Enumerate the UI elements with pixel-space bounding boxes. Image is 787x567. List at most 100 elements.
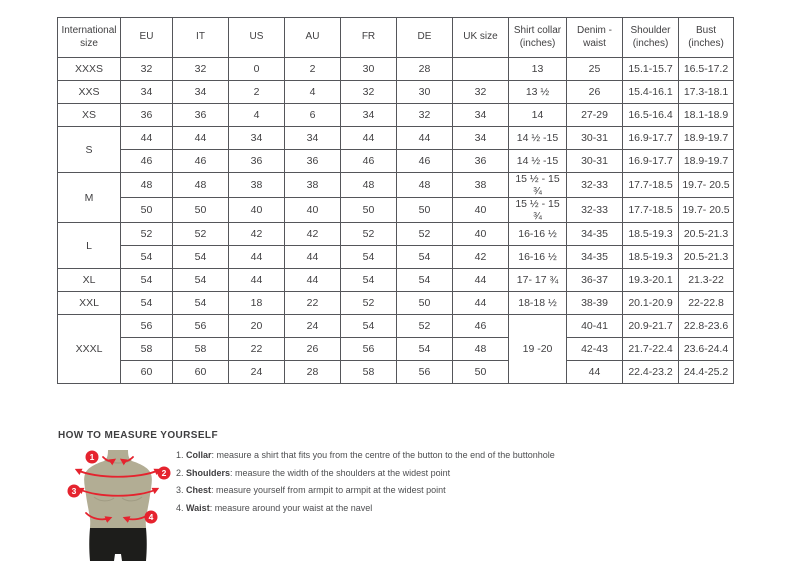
column-header: Shirt collar (inches) bbox=[508, 17, 567, 58]
table-cell: 16.9-17.7 bbox=[622, 126, 679, 150]
table-cell: 32-33 bbox=[566, 197, 623, 223]
table-cell: 36 bbox=[228, 149, 285, 173]
table-row: XXXL 56 56 20 24 54 52 46 19 -20 40-41 20.9-21.7 22… bbox=[57, 314, 734, 384]
table-cell: 40 bbox=[284, 197, 341, 223]
shoulder-arrow bbox=[74, 468, 162, 478]
table-cell: 34 bbox=[340, 103, 397, 127]
step-number: 3. bbox=[176, 485, 187, 495]
table-cell: 20.1-20.9 bbox=[622, 291, 679, 315]
table-cell: 60 bbox=[172, 360, 229, 384]
table-cell: 32 bbox=[172, 57, 229, 81]
table-row: XXXS 32 32 0 2 30 28 13 25 15.1-15.7 16.5-17.2 bbox=[57, 57, 734, 81]
table-cell: 2 bbox=[284, 57, 341, 81]
table-cell: 2 bbox=[228, 80, 285, 104]
table-cell: 34 bbox=[172, 80, 229, 104]
table-cell: 34-35 bbox=[566, 245, 623, 269]
table-cell: 44 bbox=[172, 126, 229, 150]
table-cell: 40 bbox=[452, 197, 509, 223]
svg-text:4: 4 bbox=[149, 512, 154, 522]
column-header: Denim - waist bbox=[566, 17, 623, 58]
table-cell: 44 bbox=[396, 126, 453, 150]
table-cell: 34 bbox=[452, 126, 509, 150]
table-cell: 36 bbox=[120, 103, 173, 127]
table-cell: XXXL bbox=[57, 314, 121, 384]
table-cell: 32 bbox=[396, 103, 453, 127]
table-cell: 38 bbox=[284, 172, 341, 198]
table-cell: 26 bbox=[284, 337, 341, 361]
table-cell: 48 bbox=[396, 172, 453, 198]
table-cell: 56 bbox=[120, 314, 173, 338]
table-cell: 44 bbox=[284, 268, 341, 292]
table-cell: 24 bbox=[284, 314, 341, 338]
table-cell: 36 bbox=[172, 103, 229, 127]
table-cell: 19.3-20.1 bbox=[622, 268, 679, 292]
table-cell: 54 bbox=[340, 245, 397, 269]
table-cell: 54 bbox=[120, 268, 173, 292]
table-cell: 54 bbox=[340, 314, 397, 338]
table-cell: 44 bbox=[284, 245, 341, 269]
chest-arrow bbox=[76, 487, 160, 497]
table-cell: 22.8-23.6 bbox=[678, 314, 734, 338]
table-row: XXL 54 54 18 22 52 50 44 18-18 ½ 38-39 20.1-20.9 22… bbox=[57, 291, 734, 315]
table-cell: 30-31 bbox=[566, 126, 623, 150]
table-cell bbox=[452, 57, 509, 81]
table-cell: 15.4-16.1 bbox=[622, 80, 679, 104]
step-number: 4. bbox=[176, 502, 187, 513]
table-cell: 15.1-15.7 bbox=[622, 57, 679, 81]
table-cell: 52 bbox=[120, 222, 173, 246]
table-cell: 56 bbox=[172, 314, 229, 338]
table-cell: 54 bbox=[172, 245, 229, 269]
measure-step: 4. Waist: measure around your waist at t… bbox=[176, 503, 555, 513]
table-row: 60 60 24 28 58 56 50 44 22.4-23.2 24.4-25.2 bbox=[58, 360, 734, 384]
column-header: UK size bbox=[452, 17, 509, 58]
table-cell: S bbox=[57, 126, 121, 173]
table-cell: 52 bbox=[172, 222, 229, 246]
table-cell: 54 bbox=[120, 291, 173, 315]
table-cell: 54 bbox=[172, 291, 229, 315]
table-cell: 17.7-18.5 bbox=[622, 197, 679, 223]
table-cell: 52 bbox=[396, 222, 453, 246]
how-to-measure-title: HOW TO MEASURE YOURSELF bbox=[58, 430, 218, 441]
table-cell: 13 bbox=[508, 57, 567, 81]
table-cell: 22 bbox=[284, 291, 341, 315]
svg-text:1: 1 bbox=[90, 452, 95, 462]
svg-text:3: 3 bbox=[72, 486, 77, 496]
table-cell: 34 bbox=[120, 80, 173, 104]
table-cell: 32-33 bbox=[566, 172, 623, 198]
table-cell: 0 bbox=[228, 57, 285, 81]
step-number: 2. bbox=[176, 467, 187, 478]
table-cell: 18.1-18.9 bbox=[678, 103, 734, 127]
table-cell: 23.6-24.4 bbox=[678, 337, 734, 361]
table-cell: 18-18 ½ bbox=[508, 291, 567, 315]
table-cell: 22 bbox=[228, 337, 285, 361]
table-cell: 44 bbox=[228, 245, 285, 269]
table-cell: 30 bbox=[396, 80, 453, 104]
table-cell: 40 bbox=[228, 197, 285, 223]
measurement-figure: 1 2 3 4 bbox=[67, 450, 171, 561]
table-cell: 21.3-22 bbox=[678, 268, 734, 292]
table-cell: M bbox=[57, 172, 121, 223]
table-cell: 60 bbox=[120, 360, 173, 384]
table-cell: 20 bbox=[228, 314, 285, 338]
column-header: Shoulder (inches) bbox=[622, 17, 679, 58]
waist-arrow-left bbox=[85, 512, 113, 523]
table-cell: 58 bbox=[120, 337, 173, 361]
table-cell: 26 bbox=[566, 80, 623, 104]
table-cell: 54 bbox=[396, 337, 453, 361]
table-cell: 38 bbox=[452, 172, 509, 198]
table-cell: 48 bbox=[120, 172, 173, 198]
table-row: S 44 44 34 34 44 44 34 14 ½ -15 30-31 16.9-17.7 18.… bbox=[57, 126, 734, 173]
table-cell: 15 ½ - 15 ¾ bbox=[508, 197, 567, 223]
table-cell: 16.5-16.4 bbox=[622, 103, 679, 127]
table-cell: 18 bbox=[228, 291, 285, 315]
table-row: 50 50 40 40 50 50 40 15 ½ - 15 ¾ 32-33 17.7-18.5 1… bbox=[58, 197, 734, 223]
table-cell: 30-31 bbox=[566, 149, 623, 173]
table-cell: XXS bbox=[57, 80, 121, 104]
table-cell: 16-16 ½ bbox=[508, 222, 567, 246]
table-cell: 20.5-21.3 bbox=[678, 222, 734, 246]
table-cell: 16-16 ½ bbox=[508, 245, 567, 269]
table-cell: 34-35 bbox=[566, 222, 623, 246]
table-row: M 48 48 38 38 48 48 38 15 ½ - 15 ¾ 32-33 17.7-18.5… bbox=[57, 172, 734, 223]
collar-arrow-left bbox=[102, 456, 117, 466]
table-cell: 20.5-21.3 bbox=[678, 245, 734, 269]
